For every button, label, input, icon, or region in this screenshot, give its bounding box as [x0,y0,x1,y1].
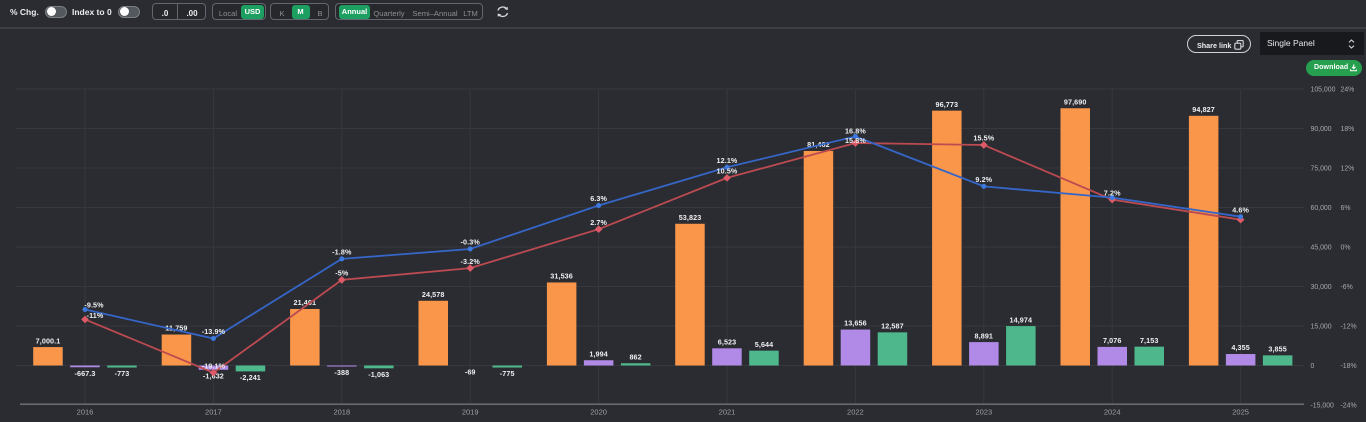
svg-text:7.2%: 7.2% [1104,188,1121,197]
svg-text:2022: 2022 [847,408,864,417]
svg-text:16.8%: 16.8% [845,126,866,135]
svg-text:2021: 2021 [719,408,736,417]
svg-text:-9.5%: -9.5% [84,300,104,309]
svg-text:24,578: 24,578 [422,290,445,299]
svg-text:45,000: 45,000 [1311,245,1332,252]
svg-text:-69: -69 [465,367,476,376]
svg-text:6,523: 6,523 [718,338,737,347]
svg-text:14,974: 14,974 [1010,315,1033,324]
svg-text:-388: -388 [334,368,349,377]
svg-text:7,076: 7,076 [1103,336,1122,345]
svg-text:12%: 12% [1341,166,1355,173]
svg-text:75,000: 75,000 [1311,166,1332,173]
svg-text:13,656: 13,656 [844,319,867,328]
svg-text:2024: 2024 [1104,408,1121,417]
svg-text:9.2%: 9.2% [975,175,992,184]
svg-text:18%: 18% [1341,126,1355,133]
svg-text:-19.1%: -19.1% [202,361,226,370]
svg-text:-2,241: -2,241 [240,373,261,382]
svg-text:3,855: 3,855 [1268,345,1287,354]
svg-text:-773: -773 [115,369,130,378]
svg-text:4,355: 4,355 [1231,343,1250,352]
svg-text:-12%: -12% [1341,324,1357,331]
svg-text:-6%: -6% [1341,284,1353,291]
svg-text:-3.2%: -3.2% [461,257,481,266]
svg-text:2025: 2025 [1232,408,1249,417]
svg-text:0: 0 [1311,363,1315,370]
svg-text:0%: 0% [1341,245,1351,252]
svg-text:2.7%: 2.7% [590,218,607,227]
svg-text:2020: 2020 [590,408,607,417]
svg-text:2019: 2019 [462,408,479,417]
svg-text:-1.8%: -1.8% [332,248,352,257]
svg-text:-13.9%: -13.9% [202,327,226,336]
svg-text:-18%: -18% [1341,363,1357,370]
svg-text:6.3%: 6.3% [590,194,607,203]
svg-text:-1,063: -1,063 [368,370,389,379]
svg-text:7,153: 7,153 [1140,336,1159,345]
svg-text:-5%: -5% [335,269,349,278]
svg-text:11,759: 11,759 [165,324,187,333]
svg-text:105,000: 105,000 [1311,87,1336,94]
svg-text:8,891: 8,891 [975,331,994,340]
svg-text:12.1%: 12.1% [717,156,738,165]
svg-text:31,536: 31,536 [550,272,573,281]
svg-text:7,000.1: 7,000.1 [36,336,61,345]
svg-text:2016: 2016 [77,408,94,417]
svg-text:30,000: 30,000 [1311,284,1332,291]
svg-text:-15,000: -15,000 [1311,403,1335,410]
svg-text:96,773: 96,773 [936,100,959,109]
svg-text:15.8%: 15.8% [845,136,866,145]
svg-text:-775: -775 [500,369,515,378]
svg-text:6%: 6% [1341,205,1351,212]
svg-text:862: 862 [629,352,641,361]
svg-text:60,000: 60,000 [1311,205,1332,212]
svg-text:2018: 2018 [333,408,350,417]
svg-text:10.5%: 10.5% [717,167,738,176]
svg-text:4.6%: 4.6% [1232,205,1249,214]
svg-text:-24%: -24% [1341,403,1357,410]
svg-text:-11%: -11% [87,311,104,320]
svg-text:1,994: 1,994 [589,349,608,358]
svg-text:12,587: 12,587 [881,322,904,331]
svg-text:15,000: 15,000 [1311,324,1332,331]
svg-text:2023: 2023 [975,408,992,417]
svg-text:97,690: 97,690 [1064,97,1087,106]
svg-text:21,461: 21,461 [294,298,317,307]
svg-text:90,000: 90,000 [1311,126,1332,133]
svg-text:15.5%: 15.5% [973,134,994,143]
svg-text:24%: 24% [1341,87,1355,94]
svg-text:-667.3: -667.3 [75,369,96,378]
svg-text:5,644: 5,644 [755,340,774,349]
svg-text:2017: 2017 [205,408,222,417]
svg-text:53,823: 53,823 [679,213,702,222]
svg-text:94,827: 94,827 [1192,105,1215,114]
svg-text:-0.3%: -0.3% [461,238,481,247]
